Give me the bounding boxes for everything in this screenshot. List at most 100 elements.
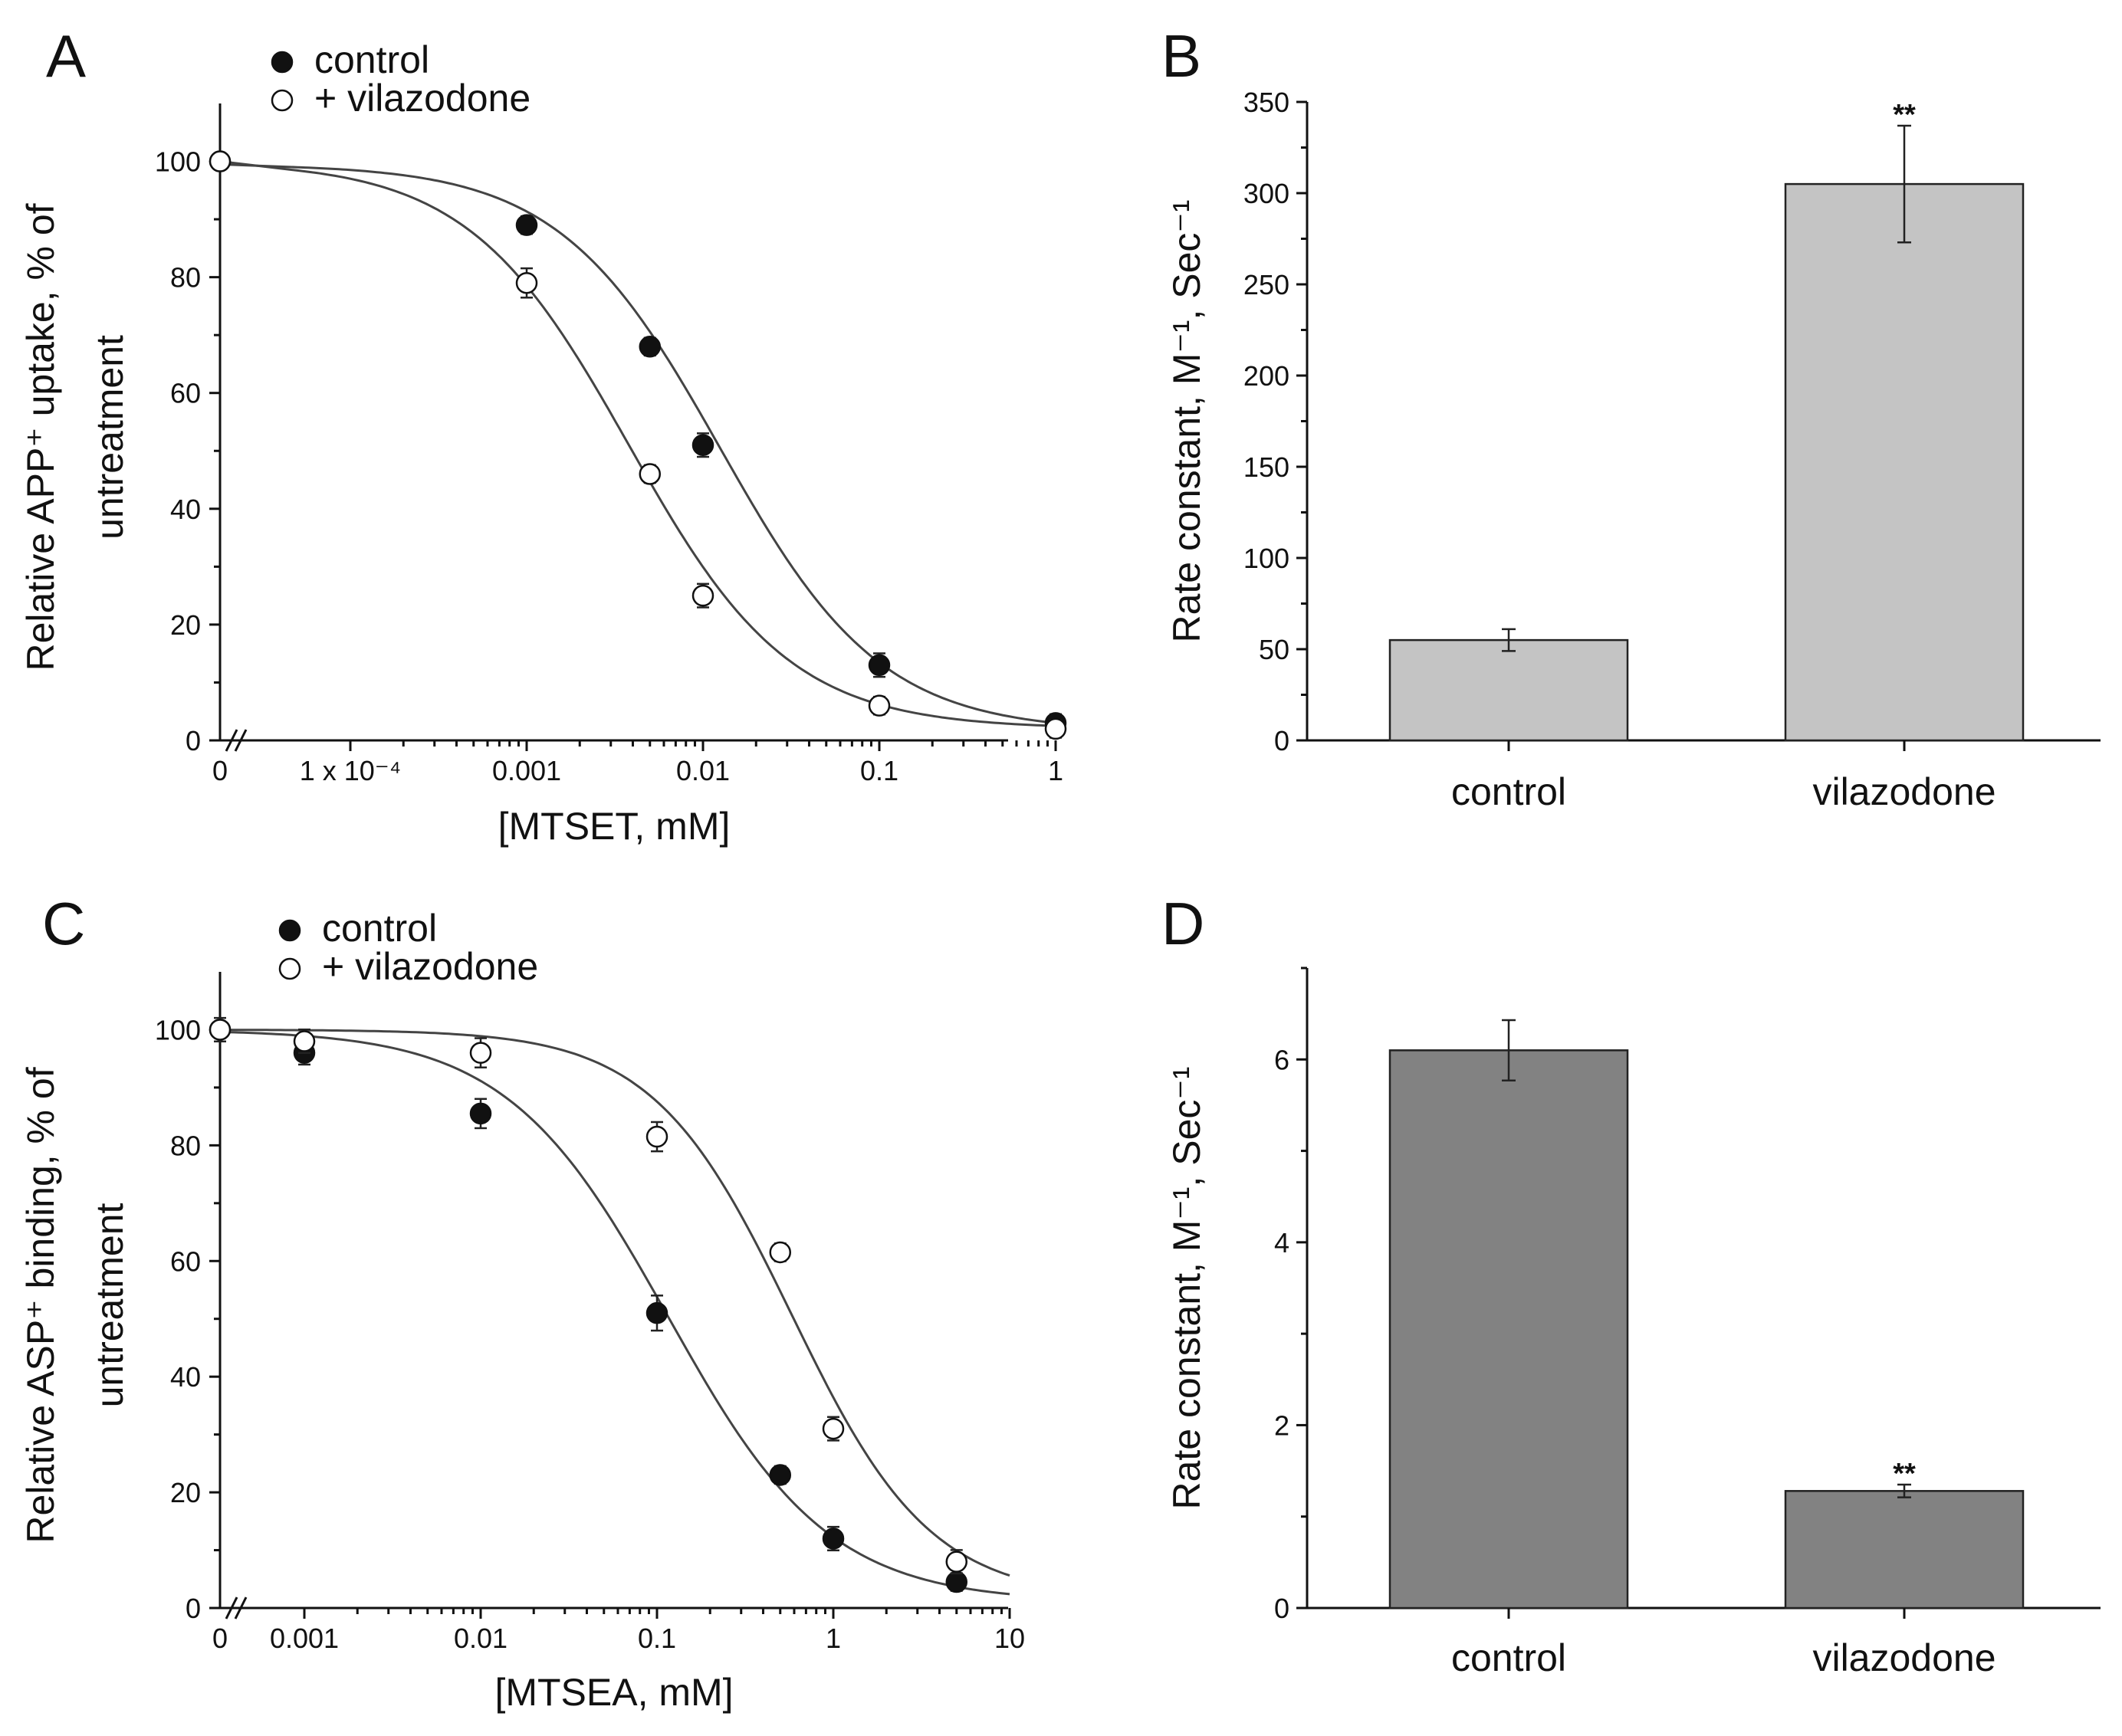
x-axis-title: [MTSEA, mM]	[494, 1671, 733, 1714]
panel-A: A 0 20 40 60 80 100 0 1 x 10⁻⁴ 0.001 0.01 0.1 1 [MTSE…	[19, 22, 1067, 848]
y-tick-label: 60	[170, 1245, 201, 1277]
y-axis-title: untreatment	[88, 1203, 131, 1407]
panel-letter: B	[1161, 22, 1201, 90]
data-point-vilazodone	[1044, 717, 1067, 740]
y-axis-title: untreatment	[88, 335, 131, 540]
data-point-control	[769, 1464, 792, 1486]
x-tick-label: 0.01	[676, 755, 730, 786]
y-tick-label: 80	[170, 1130, 201, 1161]
x-tick-label: 0.001	[492, 755, 561, 786]
data-point-vilazodone	[645, 1125, 668, 1148]
y-tick-label: 250	[1243, 269, 1289, 300]
x-axis-title: [MTSET, mM]	[498, 805, 731, 848]
bar-vilazodone	[1784, 182, 2025, 742]
x-tick-label: 10	[994, 1623, 1025, 1654]
data-point-vilazodone	[868, 694, 891, 717]
y-tick-label: 100	[1243, 543, 1289, 574]
y-tick-label: 40	[170, 1361, 201, 1393]
y-tick-label: 100	[155, 146, 201, 178]
y-tick-label: 0	[1274, 725, 1289, 756]
significance-marker: **	[1893, 1458, 1916, 1490]
y-tick-label: 4	[1274, 1227, 1289, 1259]
data-point-control	[515, 214, 538, 236]
x-tick-label: 0	[212, 1623, 228, 1654]
significance-marker: **	[1893, 99, 1916, 131]
y-axis-title: Relative APP⁺ uptake, % of	[19, 203, 62, 671]
y-tick-label: 50	[1259, 634, 1289, 665]
fit-curve-vilazodone	[219, 160, 1056, 727]
x-tick-label: 1 x 10⁻⁴	[300, 755, 402, 786]
y-tick-label: 40	[170, 494, 201, 525]
panel-D: D 0 2 4 6 Rate constant, M⁻¹, Sec⁻¹ control ** v…	[1161, 890, 2101, 1679]
data-point-vilazodone	[822, 1417, 845, 1440]
fit-curve-vilazodone	[219, 1028, 1010, 1577]
data-point-control	[469, 1102, 492, 1125]
bar-control	[1388, 1049, 1629, 1610]
legend-label: + vilazodone	[322, 945, 538, 988]
data-point-control	[822, 1528, 845, 1550]
legend-marker	[271, 51, 294, 74]
panel-B: B 0 50 100 150 200 250 300 350 Rate constant, M⁻¹…	[1161, 22, 2101, 813]
y-axis-title: Relative ASP⁺ binding, % of	[19, 1067, 62, 1543]
y-tick-label: 150	[1243, 451, 1289, 483]
x-tick-label: 0.1	[860, 755, 898, 786]
data-point-vilazodone	[209, 150, 232, 172]
x-tick-label: 0.1	[638, 1623, 676, 1654]
bar-vilazodone	[1784, 1490, 2025, 1610]
legend-label: control	[314, 38, 429, 81]
y-tick-label: 60	[170, 378, 201, 409]
y-tick-label: 20	[170, 609, 201, 641]
y-tick-label: 20	[170, 1477, 201, 1508]
panel-letter: D	[1161, 890, 1204, 957]
category-label: vilazodone	[1812, 1636, 1996, 1679]
y-tick-label: 0	[186, 1593, 201, 1624]
data-point-vilazodone	[515, 271, 538, 294]
panel-letter: A	[46, 22, 86, 90]
x-tick-label: 0.01	[454, 1623, 508, 1654]
fit-curve-control	[219, 1029, 1010, 1596]
category-label: control	[1451, 1636, 1566, 1679]
data-point-vilazodone	[209, 1019, 232, 1041]
y-tick-label: 6	[1274, 1044, 1289, 1075]
data-point-control	[639, 336, 662, 358]
y-tick-label: 300	[1243, 178, 1289, 209]
category-label: control	[1451, 770, 1566, 813]
y-tick-label: 80	[170, 262, 201, 294]
y-tick-label: 350	[1243, 87, 1289, 118]
y-tick-label: 200	[1243, 360, 1289, 392]
data-point-control	[645, 1301, 668, 1324]
panel-C: C 0 20 40 60 80 100 0 0.001 0.01 0.1 1 10 [MTSEA, mM]…	[19, 890, 1025, 1714]
y-axis-title: Rate constant, M⁻¹, Sec⁻¹	[1165, 200, 1208, 643]
fit-curve-control	[219, 162, 1056, 724]
axis-break-mark	[225, 1597, 238, 1620]
axis-break-mark	[234, 1597, 248, 1620]
y-tick-label: 0	[186, 725, 201, 756]
bar-control	[1388, 638, 1629, 742]
data-point-vilazodone	[945, 1551, 968, 1573]
category-label: vilazodone	[1812, 770, 1996, 813]
data-point-vilazodone	[293, 1030, 316, 1052]
data-point-control	[945, 1570, 968, 1593]
data-point-vilazodone	[639, 463, 662, 485]
legend-marker	[271, 89, 294, 112]
legend-marker	[278, 919, 301, 942]
x-tick-label: 1	[826, 1623, 841, 1654]
data-point-control	[868, 654, 891, 677]
y-tick-label: 100	[155, 1014, 201, 1045]
data-point-vilazodone	[769, 1241, 792, 1264]
axis-break-mark	[234, 729, 248, 752]
data-point-vilazodone	[469, 1042, 492, 1064]
axis-break-mark	[225, 729, 238, 752]
data-point-control	[691, 434, 714, 456]
legend-label: + vilazodone	[314, 77, 530, 120]
legend-label: control	[322, 907, 437, 950]
panel-letter: C	[42, 890, 85, 957]
x-tick-label: 1	[1048, 755, 1063, 786]
x-tick-label: 0.001	[270, 1623, 339, 1654]
y-tick-label: 0	[1274, 1593, 1289, 1624]
y-tick-label: 2	[1274, 1409, 1289, 1441]
x-tick-label: 0	[212, 755, 228, 786]
y-axis-title: Rate constant, M⁻¹, Sec⁻¹	[1165, 1067, 1208, 1510]
data-point-vilazodone	[691, 584, 714, 607]
